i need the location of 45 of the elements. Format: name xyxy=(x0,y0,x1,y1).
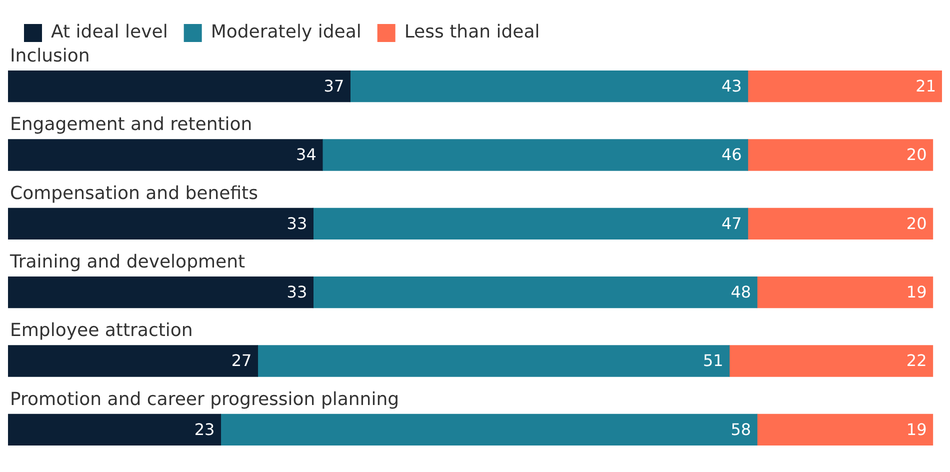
data-label: 33 xyxy=(286,214,308,233)
data-label: 43 xyxy=(721,76,742,96)
data-label: 19 xyxy=(906,282,927,302)
bar xyxy=(756,414,934,446)
data-label: 20 xyxy=(906,145,927,164)
data-label: 51 xyxy=(702,351,724,370)
bar xyxy=(747,70,942,102)
legend-label: At ideal level xyxy=(51,22,168,43)
data-label: 27 xyxy=(231,351,252,370)
data-label: 46 xyxy=(721,145,742,164)
bar xyxy=(8,345,258,377)
y-tick-label: Training and development xyxy=(9,252,246,273)
bar xyxy=(322,139,748,171)
bar xyxy=(350,70,748,102)
bar xyxy=(220,414,758,446)
bar xyxy=(257,345,730,377)
bar xyxy=(747,139,934,171)
data-label: 19 xyxy=(906,420,927,439)
data-label: 21 xyxy=(916,76,936,96)
data-label: 37 xyxy=(324,76,344,96)
legend-label: Less than ideal xyxy=(404,22,540,43)
data-label: 33 xyxy=(286,282,308,302)
bar xyxy=(312,208,748,240)
bar xyxy=(8,139,323,171)
data-label: 58 xyxy=(730,420,752,439)
data-label: 47 xyxy=(721,214,742,233)
legend-label: Moderately ideal xyxy=(210,22,362,43)
bar xyxy=(8,70,350,102)
bar xyxy=(756,276,934,308)
y-tick-label: Inclusion xyxy=(10,46,90,67)
bar xyxy=(728,345,934,377)
bar xyxy=(8,414,222,446)
data-label: 20 xyxy=(906,214,927,233)
y-tick-label: Employee attraction xyxy=(10,320,193,342)
bar xyxy=(8,276,314,308)
bar xyxy=(312,276,758,308)
data-label: 23 xyxy=(194,420,215,439)
data-label: 34 xyxy=(296,145,316,164)
y-tick-label: Engagement and retention xyxy=(10,114,252,136)
data-label: 48 xyxy=(730,282,752,302)
y-tick-label: Compensation and benefits xyxy=(10,182,258,204)
bar xyxy=(8,208,314,240)
data-label: 22 xyxy=(906,351,927,370)
y-tick-label: Promotion and career progression planning xyxy=(10,388,400,410)
bar xyxy=(747,208,934,240)
